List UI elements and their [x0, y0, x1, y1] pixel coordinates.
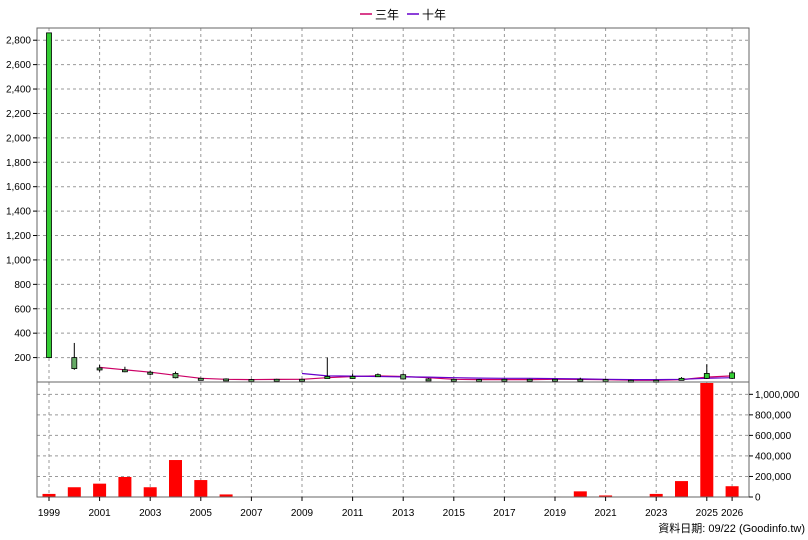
volume-tick-label: 600,000	[755, 431, 792, 442]
volume-bar	[649, 493, 663, 497]
price-tick-label: 2,400	[6, 85, 31, 96]
price-tick-label: 400	[14, 329, 31, 340]
volume-bar	[67, 487, 81, 497]
price-tick-label: 1,000	[6, 255, 31, 266]
price-tick-label: 1,600	[6, 182, 31, 193]
candle-body	[602, 379, 609, 382]
legend: 三年 十年	[360, 8, 446, 22]
price-tick-label: 600	[14, 304, 31, 315]
candle-body	[526, 378, 533, 382]
candlesticks	[46, 32, 735, 383]
candle-body	[273, 378, 280, 382]
x-tick-label: 2015	[443, 508, 466, 519]
volume-bar	[573, 491, 587, 497]
volume-bar	[700, 383, 714, 497]
candle-body	[501, 378, 508, 382]
volume-bar	[42, 493, 56, 497]
volume-bar	[599, 495, 613, 497]
x-tick-label: 2026	[721, 508, 744, 519]
volume-bar	[725, 486, 739, 497]
axis-labels: 200 400 600 800 1,000 1,200 1,400 1,600 1,800 2,0…	[6, 36, 800, 519]
candle-body	[324, 376, 331, 379]
candle-body	[71, 357, 78, 369]
volume-bar	[219, 494, 233, 497]
price-tick-label: 200	[14, 353, 31, 364]
footer-source: 資料日期: 09/22 (Goodinfo.tw)	[658, 521, 805, 535]
series-line	[301, 372, 733, 381]
candle-body	[374, 374, 381, 378]
legend-label-ten-year: 十年	[422, 8, 446, 22]
x-tick-label: 2009	[291, 508, 314, 519]
x-tick-label: 2013	[392, 508, 415, 519]
price-tick-label: 1,200	[6, 231, 31, 242]
candle-body	[476, 379, 483, 382]
x-tick-label: 2001	[88, 508, 111, 519]
volume-tick-label: 800,000	[755, 410, 792, 421]
candle-body	[223, 378, 230, 382]
candle-body	[197, 377, 204, 381]
legend-label-three-year: 三年	[375, 8, 399, 22]
volume-bar	[169, 460, 182, 497]
price-tick-label: 1,400	[6, 207, 31, 218]
candle-body	[425, 378, 432, 382]
price-panel-frame	[36, 27, 750, 383]
plot-frames	[36, 27, 750, 498]
candle-body	[450, 378, 457, 382]
x-tick-label: 2019	[544, 508, 567, 519]
x-tick-label: 2017	[493, 508, 516, 519]
candle-body	[552, 378, 558, 382]
candle-body	[299, 378, 305, 382]
x-tick-label: 2003	[139, 508, 162, 519]
x-tick-label: 2021	[594, 508, 617, 519]
candle-body	[729, 372, 735, 379]
x-tick-label: 2011	[342, 508, 364, 519]
grid	[37, 28, 749, 498]
x-tick-label: 2023	[645, 508, 668, 519]
volume-tick-label: 0	[755, 493, 761, 504]
price-tick-label: 2,000	[6, 133, 31, 144]
candle-body	[703, 373, 710, 379]
candle-body	[46, 32, 52, 358]
candle-body	[248, 379, 255, 382]
candle-body	[122, 369, 128, 373]
candle-body	[172, 373, 179, 379]
price-tick-label: 800	[14, 280, 31, 291]
volume-tick-label: 400,000	[755, 451, 792, 462]
volume-bar	[118, 476, 132, 497]
price-tick-label: 2,600	[6, 60, 31, 71]
x-tick-label: 2025	[696, 508, 719, 519]
moving-average-lines	[99, 366, 733, 381]
volume-bar	[194, 480, 208, 497]
candle-body	[400, 374, 407, 380]
series-line	[99, 366, 733, 381]
volume-bars	[42, 383, 739, 498]
candle-body	[147, 371, 154, 375]
x-tick-label: 2005	[190, 508, 213, 519]
x-tick-label: 1999	[38, 508, 61, 519]
candle-body	[678, 377, 685, 381]
volume-panel-frame	[36, 381, 750, 498]
price-tick-label: 2,800	[6, 36, 31, 47]
volume-tick-label: 1,000,000	[755, 390, 800, 401]
candle-body	[577, 378, 584, 382]
price-tick-label: 1,800	[6, 158, 31, 169]
volume-tick-label: 200,000	[755, 472, 792, 483]
volume-bar	[143, 487, 157, 497]
volume-bar	[675, 481, 688, 497]
price-tick-label: 2,200	[6, 109, 31, 120]
x-tick-label: 2007	[240, 508, 263, 519]
candle-body	[96, 367, 103, 371]
volume-bar	[93, 483, 107, 497]
candle-body	[349, 376, 356, 379]
